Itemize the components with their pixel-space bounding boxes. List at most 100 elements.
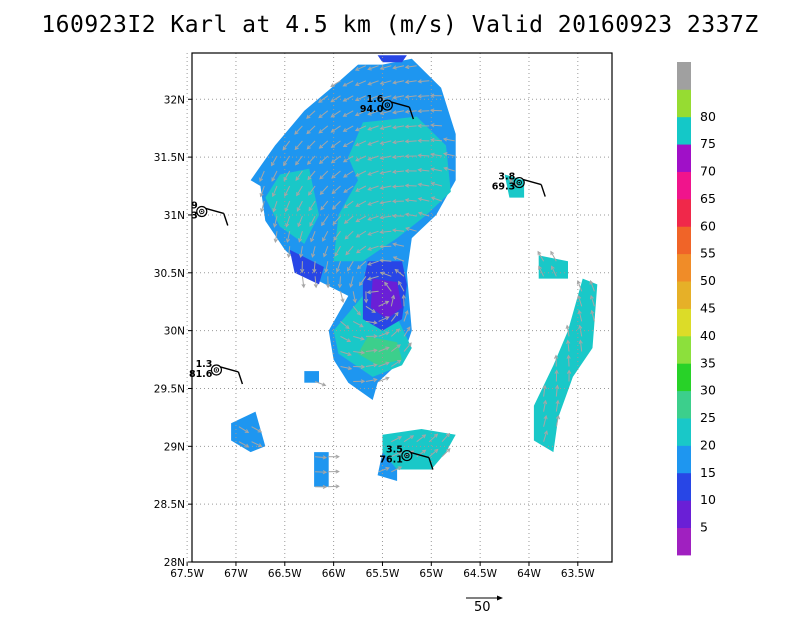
wind-vector bbox=[356, 245, 367, 254]
wind-vector bbox=[431, 124, 443, 127]
colorbar-swatch bbox=[677, 226, 691, 255]
wind-vector-head bbox=[367, 216, 372, 221]
wind-vector-head bbox=[367, 81, 372, 86]
wind-vector bbox=[355, 200, 367, 207]
wind-vector bbox=[403, 310, 409, 322]
wind-vector bbox=[384, 282, 392, 292]
wind-vector-head bbox=[392, 256, 398, 261]
wind-vector bbox=[368, 65, 379, 70]
wind-vector bbox=[398, 281, 405, 292]
colorbar-label: 5 bbox=[700, 520, 708, 535]
wind-vector bbox=[322, 230, 329, 242]
wind-vector-head bbox=[331, 205, 337, 210]
wind-vector bbox=[441, 433, 450, 443]
wind-vector-head bbox=[417, 168, 422, 173]
wind-vector-head bbox=[373, 348, 378, 353]
colorbar-swatch bbox=[677, 62, 691, 90]
wind-vector bbox=[416, 449, 426, 458]
station-label-top: 1.3 bbox=[196, 359, 213, 370]
station-marker: 1.694.0 bbox=[360, 94, 415, 120]
wind-vector-head bbox=[391, 294, 396, 300]
wind-vector-head bbox=[578, 339, 583, 344]
region-green-west bbox=[265, 168, 319, 244]
wind-vector bbox=[368, 125, 379, 131]
y-axis-ticks: 28N 28.5N 29N 29.5N 30N 30.5N 31N 31.5N 32N bbox=[154, 94, 192, 569]
wind-vector-head bbox=[379, 155, 385, 160]
wind-vector-head bbox=[354, 142, 360, 147]
wind-vector-head bbox=[417, 197, 423, 202]
wind-vector-head bbox=[330, 113, 335, 118]
wind-vector bbox=[352, 320, 364, 328]
wind-vector bbox=[390, 344, 401, 352]
wind-vector bbox=[380, 185, 392, 189]
region-east-band bbox=[533, 278, 598, 453]
wind-vector bbox=[331, 125, 341, 133]
wind-vector-head bbox=[417, 108, 422, 114]
wind-vector bbox=[251, 441, 262, 447]
wind-vector bbox=[343, 185, 354, 193]
wind-vector-head bbox=[553, 354, 559, 359]
wind-vector bbox=[567, 340, 570, 352]
colorbar-label: 30 bbox=[700, 383, 716, 398]
wind-vector bbox=[284, 185, 291, 197]
wind-vector-head bbox=[363, 298, 369, 304]
wind-vector bbox=[431, 197, 443, 202]
wind-vector-head bbox=[394, 268, 399, 273]
wind-vector-head bbox=[343, 173, 348, 178]
wind-vector-head bbox=[434, 448, 439, 453]
wind-vector-head bbox=[550, 250, 555, 256]
wind-vector bbox=[555, 415, 559, 427]
wind-vector-head bbox=[384, 281, 389, 286]
wind-vector bbox=[392, 155, 405, 158]
wind-vector-head bbox=[335, 268, 340, 273]
wind-vector bbox=[314, 381, 326, 386]
wind-vector bbox=[591, 310, 595, 322]
wind-vector bbox=[368, 230, 379, 236]
wind-vector bbox=[418, 80, 430, 83]
wind-vector-head bbox=[349, 283, 354, 288]
wind-vector-head bbox=[443, 166, 448, 171]
wind-vector-head bbox=[331, 174, 336, 179]
wind-vector bbox=[403, 326, 411, 337]
wind-vector-head bbox=[566, 339, 571, 344]
colorbar-swatch bbox=[677, 89, 691, 118]
wind-vector bbox=[343, 80, 354, 87]
wind-vector bbox=[339, 276, 341, 288]
wind-vector bbox=[343, 155, 354, 163]
wind-vector-head bbox=[284, 207, 289, 213]
wind-vector-head bbox=[295, 161, 300, 166]
colorbar-swatch bbox=[677, 363, 691, 392]
wind-vector-head bbox=[379, 80, 385, 85]
x-axis-ticks: 67.5W 67W 66.5W 66W 65.5W 65W 64.5W 64W 63.5W bbox=[170, 562, 595, 580]
wind-vector bbox=[405, 125, 417, 128]
wind-vector-head bbox=[335, 454, 340, 459]
x-tick-label: 67W bbox=[224, 568, 248, 580]
wind-barb-flag bbox=[408, 106, 415, 120]
wind-barb-flag bbox=[223, 213, 229, 226]
wind-vector bbox=[355, 185, 367, 192]
wind-vector-head bbox=[311, 253, 316, 258]
region-blue-top bbox=[377, 55, 407, 63]
wind-vector-head bbox=[404, 198, 410, 203]
wind-vector-head bbox=[367, 201, 372, 206]
colorbar-label: 50 bbox=[700, 273, 716, 288]
wind-vector bbox=[550, 251, 557, 262]
wind-vector-head bbox=[244, 429, 250, 433]
wind-vector bbox=[343, 140, 354, 147]
wind-vector-head bbox=[391, 169, 397, 174]
wind-vector-head bbox=[330, 83, 335, 88]
wind-vector-head bbox=[397, 436, 403, 440]
wind-vector bbox=[418, 212, 430, 217]
wind-vector bbox=[356, 215, 367, 223]
wind-vector-head bbox=[417, 138, 422, 143]
wind-vector bbox=[352, 305, 361, 316]
wind-vector bbox=[365, 364, 377, 367]
wind-vector-head bbox=[367, 186, 372, 191]
wind-vector-head bbox=[343, 204, 348, 209]
wind-vector bbox=[393, 140, 405, 144]
wind-vector bbox=[313, 261, 316, 273]
colorbar-label: 60 bbox=[700, 218, 716, 233]
wind-vector bbox=[343, 95, 354, 102]
wind-vector-head bbox=[344, 235, 349, 240]
wind-vector bbox=[331, 110, 341, 118]
